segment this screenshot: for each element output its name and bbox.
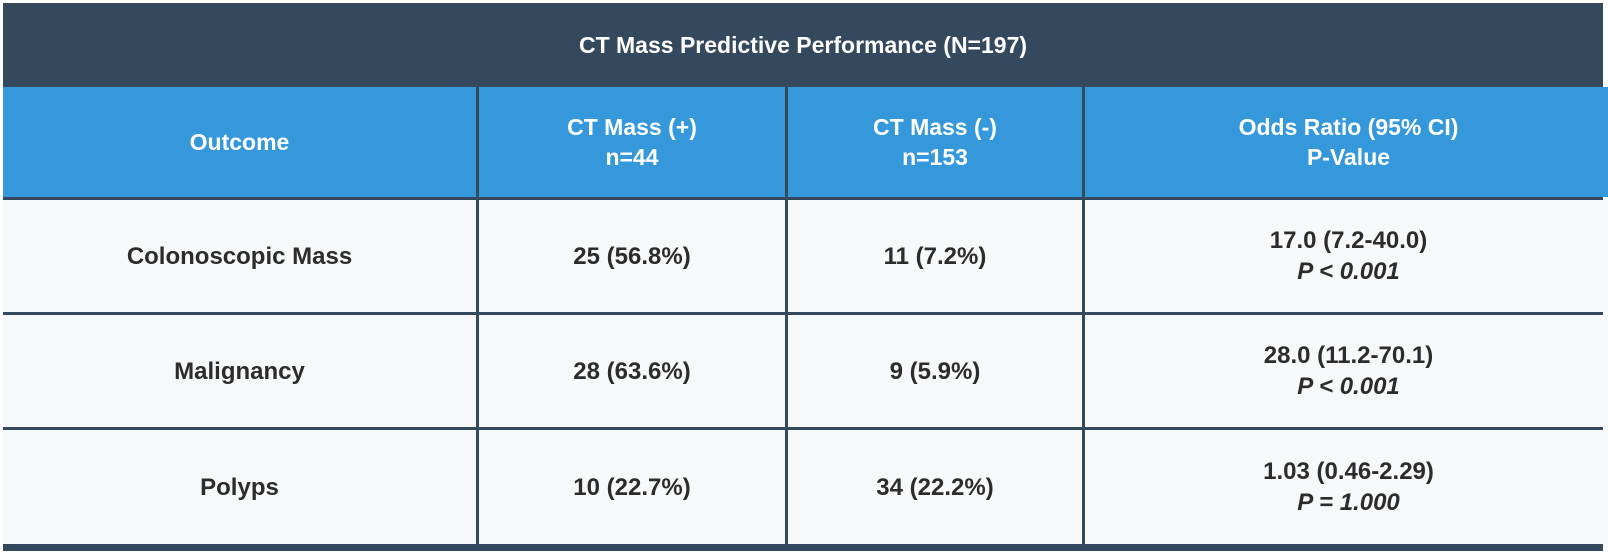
p-value: P < 0.001 — [1297, 258, 1400, 285]
row-ct-positive-cell: 10 (22.7%) — [479, 430, 785, 544]
column-header-sublabel: n=153 — [902, 144, 968, 170]
table-grid: Outcome CT Mass (+) n=44 CT Mass (-) n=1… — [3, 87, 1608, 551]
p-value: P = 1.000 — [1297, 489, 1400, 516]
column-header-label: Odds Ratio (95% CI) — [1238, 114, 1459, 140]
row-ct-positive-cell: 28 (63.6%) — [479, 315, 785, 427]
column-header-sublabel: P-Value — [1306, 144, 1391, 170]
row-odds-ratio-cell: 1.03 (0.46-2.29) P = 1.000 — [1085, 430, 1608, 544]
row-outcome-cell: Polyps — [3, 430, 476, 544]
row-odds-ratio-cell: 17.0 (7.2-40.0) P < 0.001 — [1085, 200, 1608, 312]
table-title: CT Mass Predictive Performance (N=197) — [578, 31, 1028, 58]
results-table: CT Mass Predictive Performance (N=197) O… — [3, 3, 1608, 551]
column-header-label: CT Mass (-) — [873, 114, 997, 140]
row-ct-negative-cell: 9 (5.9%) — [788, 315, 1082, 427]
column-header-label: Outcome — [189, 129, 290, 155]
row-ct-positive-cell: 25 (56.8%) — [479, 200, 785, 312]
p-value: P < 0.001 — [1297, 373, 1400, 400]
column-header-outcome: Outcome — [3, 87, 476, 197]
row-ct-negative-cell: 11 (7.2%) — [788, 200, 1082, 312]
column-header-ct-mass-positive: CT Mass (+) n=44 — [479, 87, 785, 197]
column-header-label: CT Mass (+) — [567, 114, 697, 140]
row-ct-negative-cell: 34 (22.2%) — [788, 430, 1082, 544]
column-header-ct-mass-negative: CT Mass (-) n=153 — [788, 87, 1082, 197]
row-outcome-cell: Malignancy — [3, 315, 476, 427]
row-outcome-cell: Colonoscopic Mass — [3, 200, 476, 312]
column-header-odds-ratio: Odds Ratio (95% CI) P-Value — [1085, 87, 1608, 197]
column-header-sublabel: n=44 — [605, 144, 659, 170]
row-odds-ratio-cell: 28.0 (11.2-70.1) P < 0.001 — [1085, 315, 1608, 427]
odds-ratio-value: 28.0 (11.2-70.1) — [1263, 342, 1434, 369]
odds-ratio-value: 17.0 (7.2-40.0) — [1269, 227, 1428, 254]
odds-ratio-value: 1.03 (0.46-2.29) — [1263, 458, 1434, 485]
